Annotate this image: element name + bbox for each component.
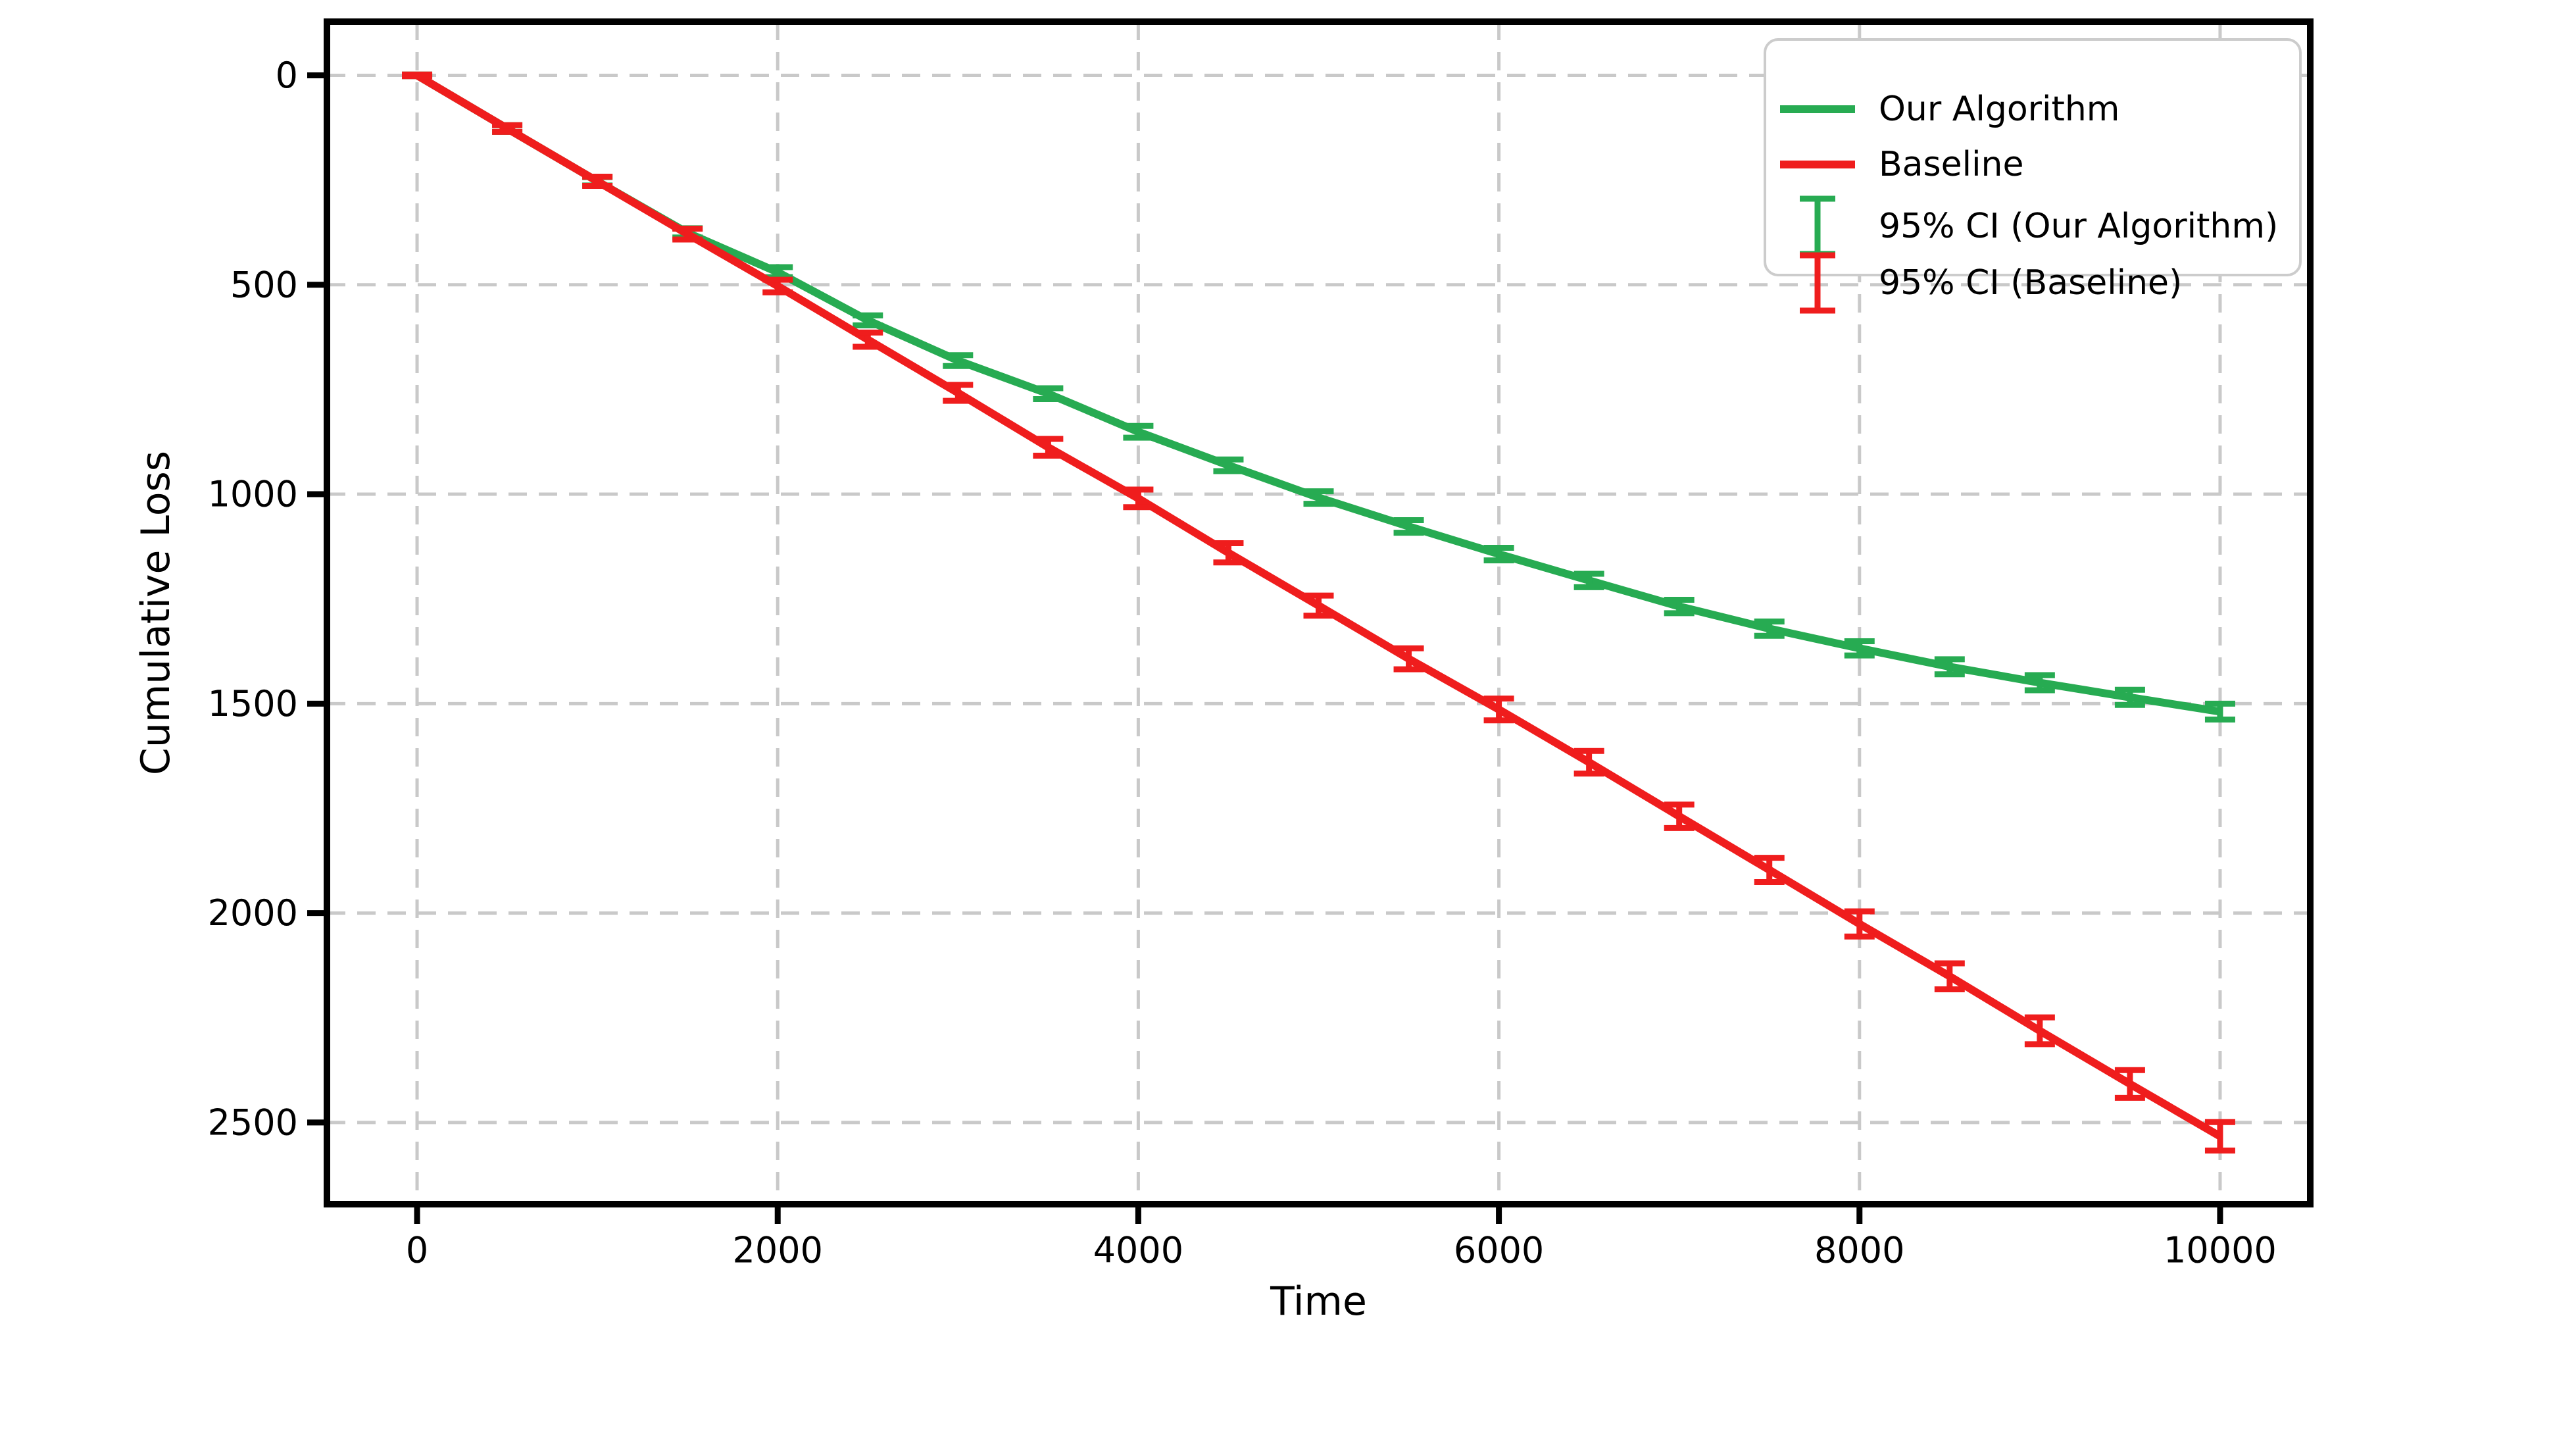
axes-spines: [324, 18, 2314, 1207]
y-tick-label: 500: [230, 264, 298, 305]
legend-label: Baseline: [1879, 145, 2023, 184]
y-tick-label: 2000: [208, 892, 298, 934]
x-tick-label: 6000: [1454, 1230, 1544, 1271]
x-tick-label: 2000: [733, 1230, 823, 1271]
x-tick-label: 4000: [1093, 1230, 1183, 1271]
y-tick-label: 1000: [208, 474, 298, 515]
y-tick-label: 0: [276, 55, 298, 96]
y-tick-label: 2500: [208, 1102, 298, 1143]
x-tick-label: 8000: [1814, 1230, 1904, 1271]
legend-box: [1764, 38, 2302, 276]
legend-label: Our Algorithm: [1879, 89, 2119, 129]
x-tick-label: 0: [406, 1230, 428, 1271]
x-axis-label: Time: [1270, 1279, 1367, 1325]
y-tick-label: 1500: [208, 683, 298, 724]
legend-label: 95% CI (Our Algorithm): [1879, 207, 2278, 246]
legend-label: 95% CI (Baseline): [1879, 263, 2182, 303]
x-tick-label: 10000: [2164, 1230, 2277, 1271]
y-axis-label: Cumulative Loss: [133, 451, 179, 775]
